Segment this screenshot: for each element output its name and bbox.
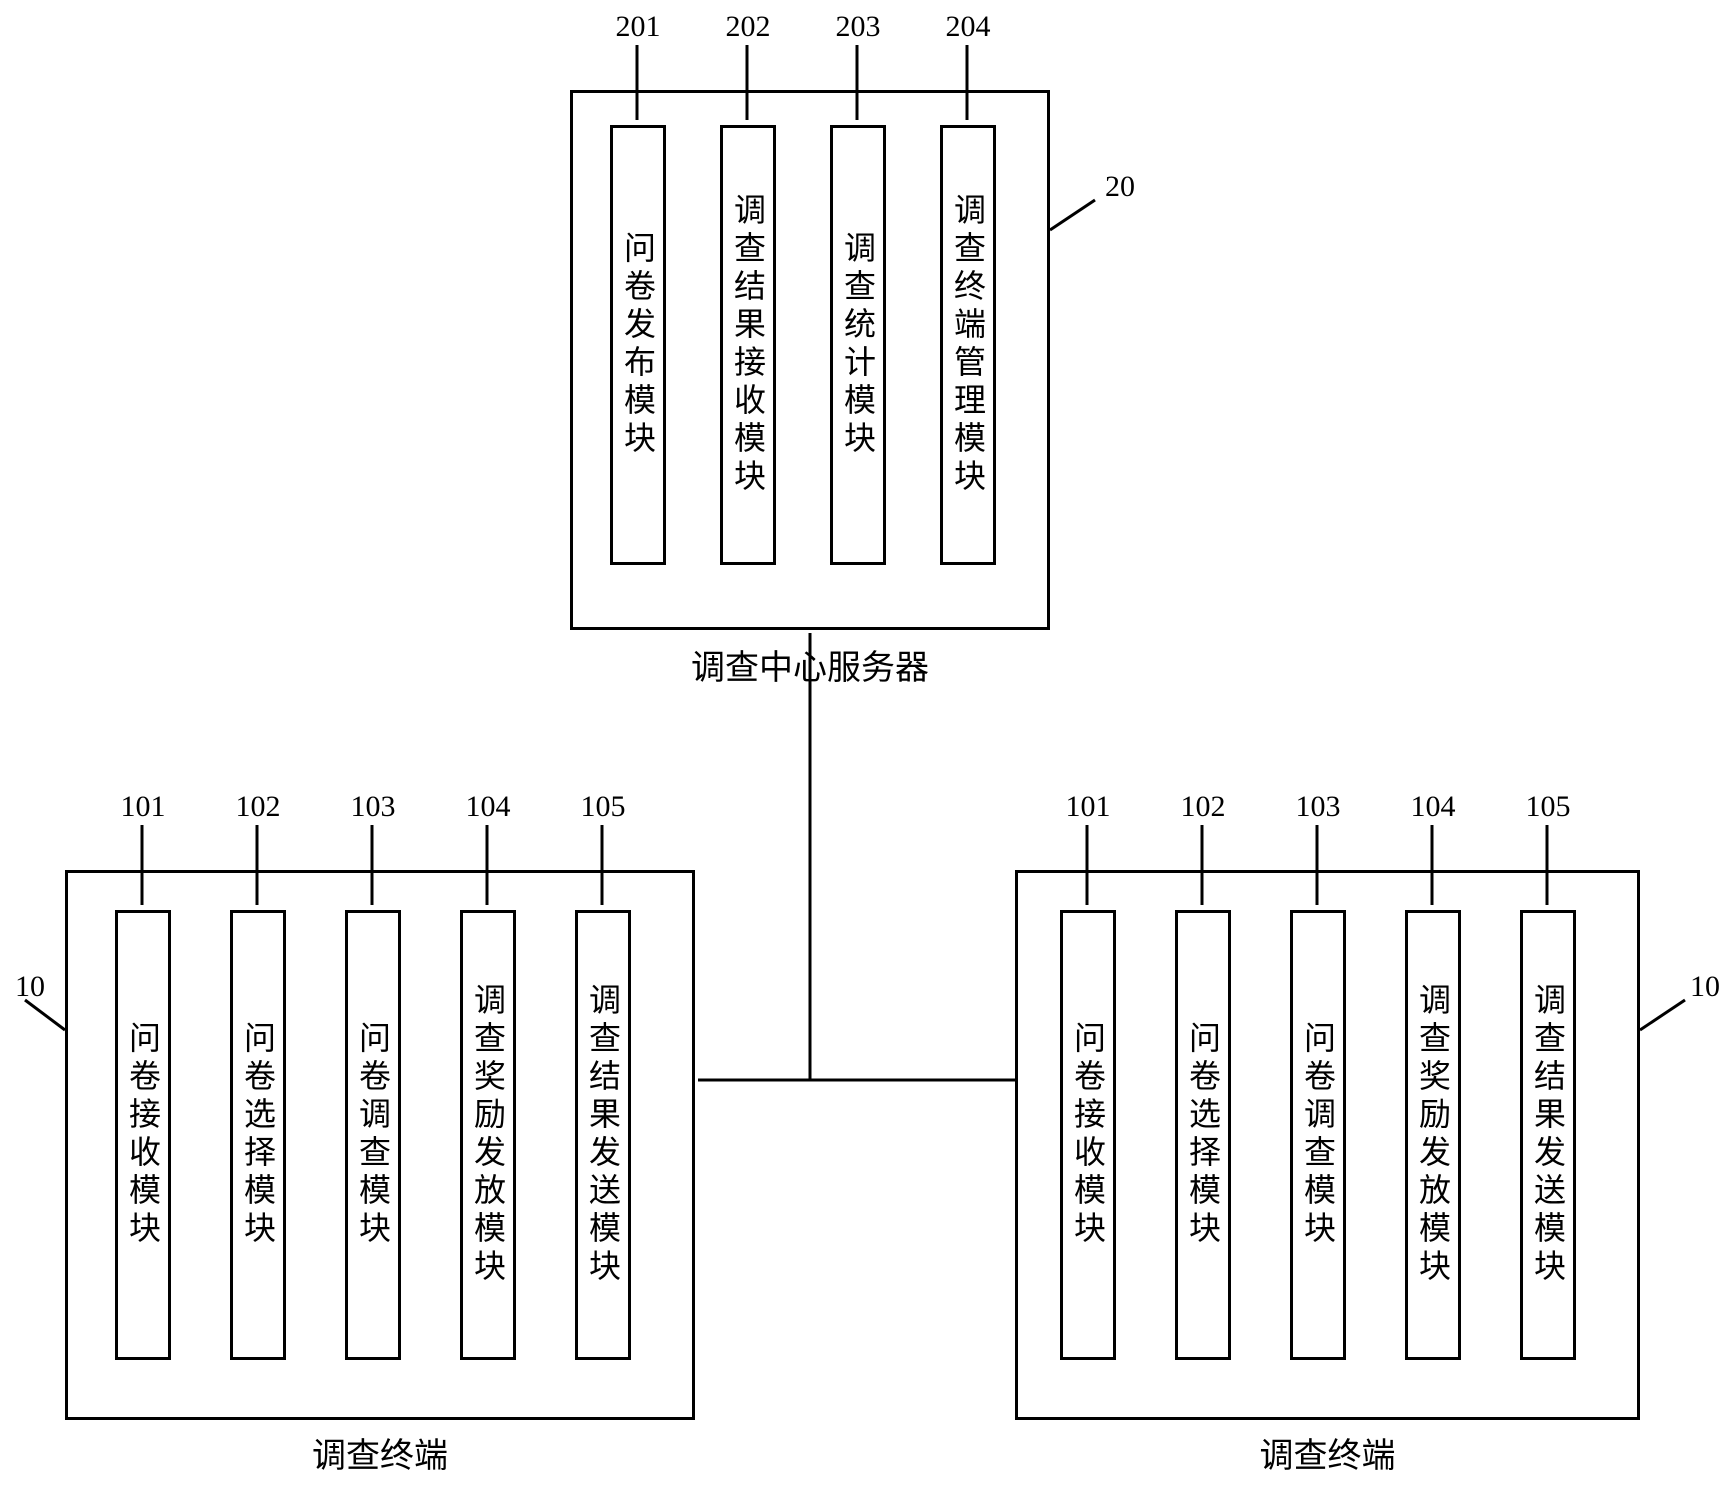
conn-trunk xyxy=(0,0,1730,1506)
